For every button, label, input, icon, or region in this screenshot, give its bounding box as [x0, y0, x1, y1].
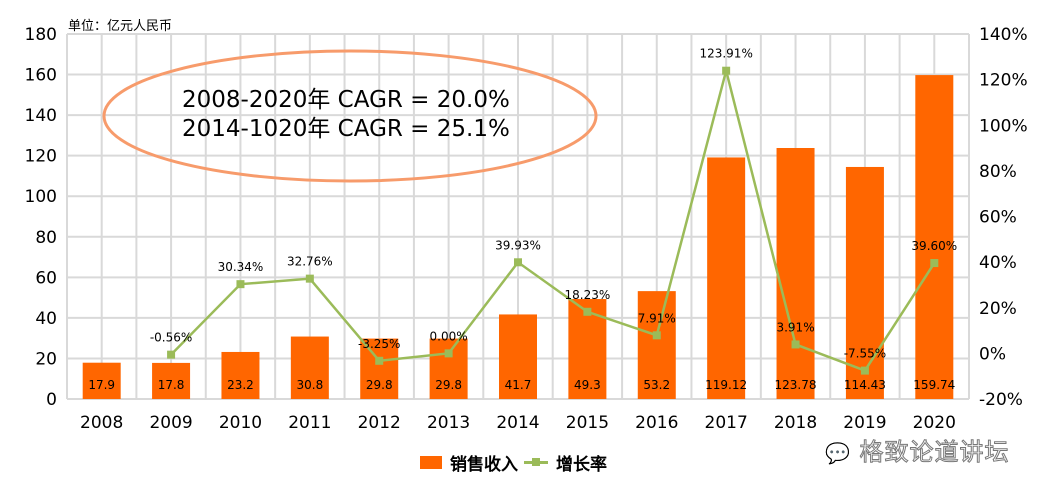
x-tick-label: 2017 [705, 413, 748, 433]
growth-value-label: 0.00% [430, 329, 468, 343]
growth-point [652, 331, 661, 340]
bar-value-label: 17.8 [158, 378, 185, 392]
y-tick-label: 80 [35, 228, 57, 248]
x-tick-label: 2010 [219, 413, 262, 433]
growth-point [444, 349, 453, 358]
wechat-icon: 💬 [825, 441, 851, 466]
y-tick-label: 120 [25, 147, 57, 167]
bar [707, 157, 746, 399]
y2-tick-label: 80% [979, 162, 1017, 182]
y-tick-label: 140 [25, 106, 57, 126]
growth-value-label: 32.76% [287, 255, 333, 269]
y2-tick-label: 20% [979, 299, 1017, 319]
growth-value-label: 3.91% [776, 320, 814, 334]
x-tick-label: 2019 [843, 413, 886, 433]
bar [637, 291, 676, 399]
y-tick-label: 180 [25, 25, 57, 45]
legend: 销售收入 增长率 [420, 450, 607, 475]
legend-label-revenue: 销售收入 [450, 455, 518, 475]
y-tick-label: 100 [25, 187, 57, 207]
unit-label: 单位：亿元人民币 [68, 19, 173, 34]
legend-label-growth: 增长率 [556, 455, 607, 475]
growth-value-label: 123.91% [699, 47, 752, 61]
x-tick-label: 2014 [496, 413, 539, 433]
growth-value-label: 39.60% [911, 239, 957, 253]
y-tick-label: 20 [35, 349, 57, 369]
bar [845, 166, 884, 399]
x-tick-label: 2018 [774, 413, 817, 433]
bar [360, 338, 399, 399]
y2-tick-label: 40% [979, 253, 1017, 273]
y2-tick-label: -20% [979, 390, 1023, 410]
growth-point [305, 274, 314, 283]
x-tick-label: 2013 [427, 413, 470, 433]
x-tick-label: 2016 [635, 413, 678, 433]
y2-tick-label: 0% [979, 344, 1006, 364]
bar [221, 351, 260, 399]
bar-value-label: 23.2 [227, 378, 254, 392]
legend-swatch-revenue [420, 456, 442, 469]
bar [290, 336, 329, 399]
bar-value-label: 41.7 [505, 378, 532, 392]
growth-line [170, 70, 936, 373]
growth-point [722, 66, 731, 75]
bar-value-label: 114.43 [844, 378, 886, 392]
x-tick-label: 2012 [358, 413, 401, 433]
growth-value-label: 7.91% [638, 311, 676, 325]
y-tick-label: 160 [25, 66, 57, 86]
growth-point [860, 366, 869, 375]
x-tick-label: 2015 [566, 413, 609, 433]
annotation-ellipse [102, 49, 598, 183]
growth-value-label: 30.34% [218, 260, 264, 274]
growth-point [167, 350, 176, 359]
growth-point [236, 280, 245, 289]
bar-value-label: 123.78 [775, 378, 817, 392]
cagr-line-1: 2008-2020年 CAGR = 20.0% [182, 87, 510, 113]
cagr-annotation: 2008-2020年 CAGR = 20.0% 2014-1020年 CAGR … [182, 86, 510, 144]
growth-point [514, 258, 522, 267]
growth-value-label: -3.25% [358, 337, 400, 351]
y2-tick-label: 60% [979, 208, 1017, 228]
x-tick-label: 2008 [80, 413, 123, 433]
growth-value-label: 18.23% [565, 288, 611, 302]
bar-value-label: 53.2 [643, 378, 670, 392]
growth-point [791, 340, 800, 349]
growth-value-label: -0.56% [150, 331, 192, 345]
x-tick-label: 2020 [913, 413, 956, 433]
bar-value-label: 29.8 [366, 378, 393, 392]
growth-point [583, 307, 592, 316]
y-tick-label: 40 [35, 309, 57, 329]
x-tick-label: 2009 [149, 413, 192, 433]
bar-value-label: 29.8 [435, 378, 462, 392]
x-tick-label: 2011 [288, 413, 331, 433]
bar [499, 314, 537, 399]
y2-tick-label: 140% [979, 25, 1028, 45]
bar-value-label: 17.9 [88, 378, 115, 392]
bar [82, 362, 121, 399]
bar-value-label: 119.12 [705, 378, 747, 392]
y2-tick-label: 120% [979, 71, 1028, 91]
bar [776, 148, 815, 399]
bar [429, 338, 468, 399]
bar-value-label: 159.74 [913, 378, 955, 392]
y-tick-label: 60 [35, 268, 57, 288]
growth-point [375, 356, 384, 365]
growth-value-label: 39.93% [495, 238, 541, 252]
bar [152, 362, 191, 399]
growth-point [930, 259, 939, 268]
legend-swatch-growth [524, 458, 548, 466]
y-tick-label: 0 [46, 390, 57, 410]
growth-value-label: -7.55% [844, 347, 886, 361]
y2-tick-label: 100% [979, 116, 1028, 136]
cagr-line-2: 2014-1020年 CAGR = 25.1% [182, 116, 510, 142]
bar-value-label: 49.3 [574, 378, 601, 392]
bar-value-label: 30.8 [296, 378, 323, 392]
watermark-text: 格致论道讲坛 [859, 438, 1010, 467]
bar [915, 75, 954, 400]
watermark: 💬 格致论道讲坛 [825, 432, 1010, 467]
